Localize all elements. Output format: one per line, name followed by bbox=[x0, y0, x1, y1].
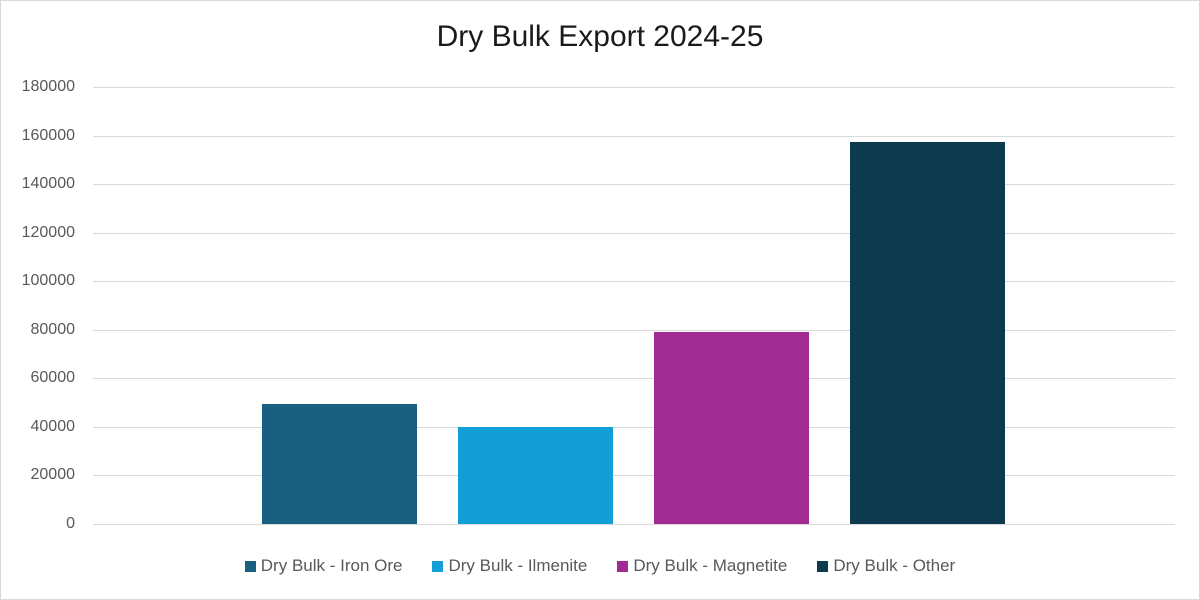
legend-label: Dry Bulk - Other bbox=[833, 556, 956, 575]
legend-label: Dry Bulk - Magnetite bbox=[633, 556, 788, 575]
gridline bbox=[93, 329, 1175, 331]
bar-dry-bulk-iron-ore[interactable] bbox=[262, 404, 417, 524]
gridline bbox=[93, 232, 1175, 234]
legend-swatch-icon bbox=[244, 560, 256, 572]
gridline bbox=[93, 135, 1175, 137]
gridline bbox=[93, 184, 1175, 186]
legend-item[interactable]: Dry Bulk - Other bbox=[817, 556, 955, 576]
y-tick-label: 120000 bbox=[21, 223, 75, 241]
y-tick-label: 60000 bbox=[30, 369, 76, 387]
legend-swatch-icon bbox=[817, 560, 829, 572]
gridline bbox=[93, 87, 1175, 88]
legend-item[interactable]: Dry Bulk - Ilmenite bbox=[432, 556, 587, 576]
legend-label: Dry Bulk - Iron Ore bbox=[260, 556, 403, 575]
gridline bbox=[93, 281, 1175, 283]
gridline bbox=[93, 426, 1175, 428]
legend-item[interactable]: Dry Bulk - Magnetite bbox=[617, 556, 787, 576]
legend: Dry Bulk - Iron Ore Dry Bulk - Ilmenite Dr… bbox=[0, 556, 1200, 576]
legend-swatch-icon bbox=[432, 560, 444, 572]
gridline bbox=[93, 524, 1175, 525]
y-tick-label: 160000 bbox=[21, 126, 75, 144]
gridline bbox=[93, 475, 1175, 477]
y-tick-label: 40000 bbox=[30, 417, 76, 435]
bar-dry-bulk-ilmenite[interactable] bbox=[458, 427, 613, 524]
plot-area bbox=[93, 87, 1175, 525]
bar-dry-bulk-other[interactable] bbox=[850, 141, 1005, 524]
y-tick-label: 0 bbox=[66, 515, 75, 532]
gridline bbox=[93, 378, 1175, 380]
y-tick-label: 180000 bbox=[21, 78, 75, 95]
bar-dry-bulk-magnetite[interactable] bbox=[654, 332, 809, 524]
y-tick-label: 20000 bbox=[30, 466, 76, 484]
legend-label: Dry Bulk - Ilmenite bbox=[448, 556, 588, 575]
chart-title: Dry Bulk Export 2024-25 bbox=[436, 20, 764, 53]
y-tick-label: 140000 bbox=[21, 175, 75, 193]
y-tick-label: 80000 bbox=[30, 320, 76, 338]
y-tick-label: 100000 bbox=[21, 272, 75, 290]
legend-item[interactable]: Dry Bulk - Iron Ore bbox=[244, 556, 403, 576]
legend-swatch-icon bbox=[617, 560, 629, 572]
